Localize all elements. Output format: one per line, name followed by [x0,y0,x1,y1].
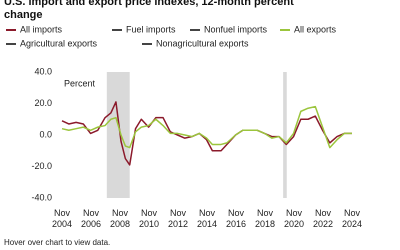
chart-title: U.S. import and export price indexes, 12… [4,0,294,21]
annotation: Hover over chart to view data. [4,238,110,247]
legend-label[interactable]: Nonagricultural exports [156,38,249,48]
legend-label[interactable]: All imports [20,24,63,34]
y-tick-label: 0.0 [39,129,52,139]
x-tick-label: Nov 2014 [196,208,218,229]
y-tick-label: 20.0 [34,98,52,108]
x-tick-label: Nov 2010 [138,208,160,229]
series-line [61,101,352,166]
legend-label[interactable]: All exports [294,24,337,34]
x-tick-label: Nov 2006 [80,208,102,229]
recession-shade [283,72,287,198]
legend-label[interactable]: Agricultural exports [20,38,98,48]
recession-shade [106,72,130,198]
x-tick-label: Nov 2020 [283,208,305,229]
legend-label[interactable]: Fuel imports [126,24,176,34]
x-tick-label: Nov 2008 [109,208,131,229]
legend-label[interactable]: Nonfuel imports [204,24,268,34]
x-tick-label: Nov 2024 [341,208,363,229]
x-tick-label: Nov 2022 [312,208,334,229]
x-tick-label: Nov 2016 [225,208,247,229]
y-axis-label: Percent [64,78,96,88]
y-tick-label: -20.0 [31,161,52,171]
series-line [61,105,352,149]
x-tick-label: Nov 2018 [254,208,276,229]
x-tick-label: Nov 2012 [167,208,189,229]
x-tick-label: Nov 2004 [51,208,73,229]
y-tick-label: -40.0 [31,192,52,202]
y-tick-label: 40.0 [34,66,52,76]
